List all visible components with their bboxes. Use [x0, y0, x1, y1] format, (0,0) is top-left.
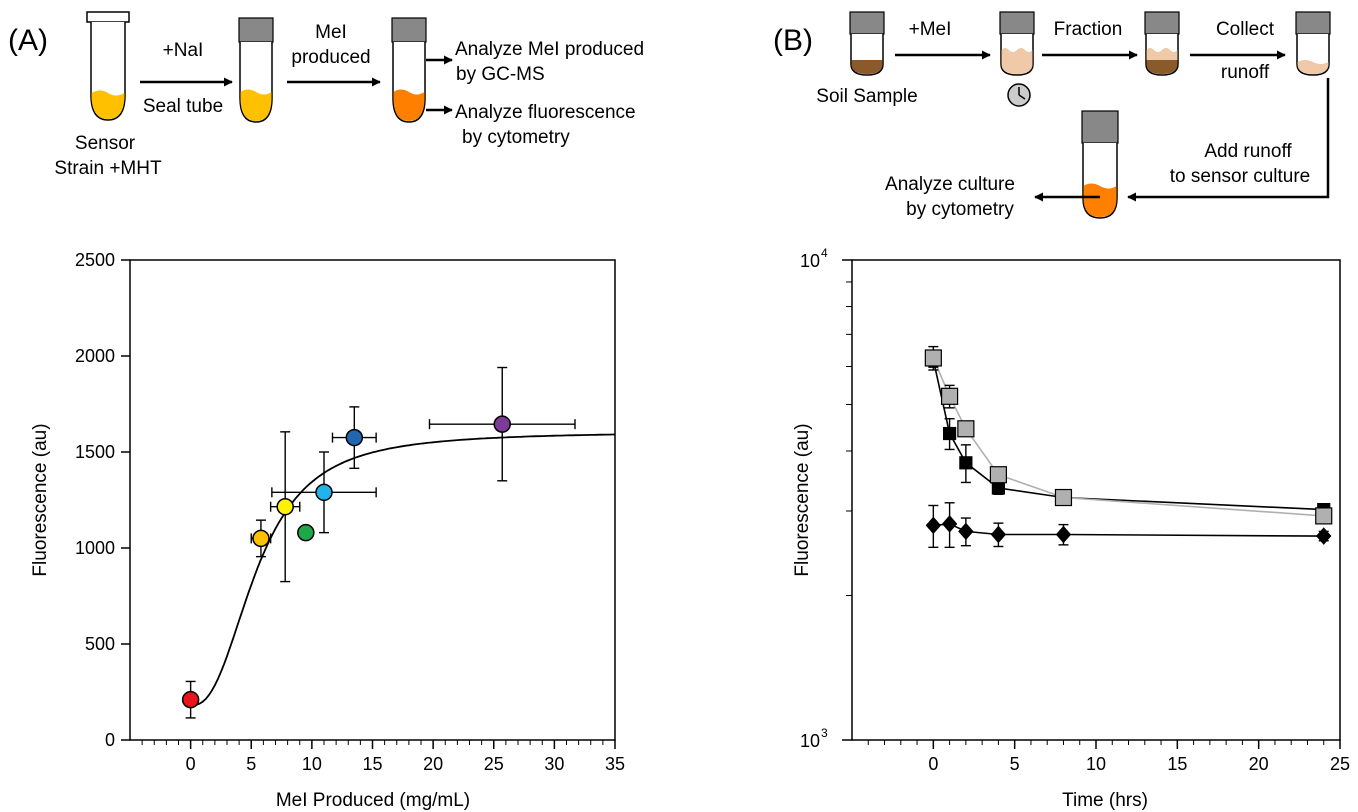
square-marker: [924, 349, 942, 367]
diamond-marker: [958, 522, 974, 541]
x-tick-label: 30: [544, 754, 564, 774]
diamond-marker: [990, 525, 1007, 544]
step1-label: +NaI: [163, 40, 204, 61]
data-point: [297, 523, 315, 542]
y-tick-label: 2000: [75, 346, 115, 366]
tube-sealed-orange: [391, 17, 427, 123]
out2-line1: Analyze fluorescence: [455, 102, 636, 123]
series-line: [932, 359, 1324, 511]
square-marker: [959, 456, 973, 470]
add-runoff-label-1: Add runoff: [1204, 141, 1292, 162]
x-tick-label: 25: [1330, 754, 1350, 774]
step1b-label: Seal tube: [143, 96, 223, 117]
square-marker: [1315, 507, 1333, 525]
square-marker: [940, 387, 959, 405]
data-point: [276, 497, 294, 516]
x-tick-label: 0: [928, 754, 938, 774]
tube-sealed-yellow: [238, 17, 274, 123]
square-marker: [989, 466, 1008, 484]
x-tick-label: 15: [362, 754, 382, 774]
step2-label-produced: produced: [291, 47, 370, 68]
x-tick-label: 35: [605, 754, 625, 774]
chart-mei-vs-fluorescence: 0 5 10 15 20 25 30 35 0 500 1000 1500 2000 2500 MeI P…: [30, 250, 625, 811]
add-mei-label: +MeI: [909, 19, 952, 40]
panel-label-b: (B): [773, 24, 813, 57]
fit-curve: [190, 433, 615, 707]
tube-soil-sample: [849, 11, 885, 76]
tube-runoff: [1295, 11, 1331, 76]
chart-a-xlabel: MeI Produced (mg/mL): [276, 790, 470, 811]
arrow-add-runoff: [1127, 78, 1330, 202]
y-tick-label: 2500: [75, 250, 115, 270]
fraction-label: Fraction: [1054, 19, 1123, 40]
y-tick-label: 500: [85, 634, 115, 654]
y-tick-label: 10: [800, 251, 820, 271]
data-point: [252, 529, 270, 548]
tube-sensor-strain: [86, 11, 130, 121]
step2-label-mei: MeI: [315, 22, 347, 43]
y-tick-label: 1000: [75, 538, 115, 558]
y-tick-label: 0: [105, 730, 115, 750]
diamond-marker: [941, 515, 958, 533]
x-tick-label: 20: [423, 754, 443, 774]
tube-sensor-culture: [1081, 110, 1119, 219]
out1-line1: Analyze MeI produced: [455, 39, 644, 60]
runoff-label: runoff: [1221, 62, 1270, 83]
x-tick-label: 10: [302, 754, 322, 774]
tube-soil-mei: [999, 11, 1035, 76]
out1-line2: by GC-MS: [456, 64, 545, 85]
data-point: [315, 483, 333, 502]
x-tick-label: 15: [1167, 754, 1187, 774]
start-label-strain: Strain +MHT: [54, 158, 162, 179]
chart-a-frame: [129, 259, 616, 741]
x-tick-label: 5: [1010, 754, 1020, 774]
x-tick-label: 20: [1249, 754, 1269, 774]
soil-sample-label: Soil Sample: [816, 86, 917, 107]
analyze-culture-label-1: Analyze culture: [885, 174, 1015, 195]
out2-line2: by cytometry: [462, 127, 570, 148]
x-tick-label: 25: [484, 754, 504, 774]
x-tick-label: 10: [1086, 754, 1106, 774]
tube-fractionated: [1144, 11, 1180, 76]
chart-b-ylabel: Fluorescence (au): [792, 423, 813, 576]
analyze-culture-label-2: by cytometry: [906, 199, 1014, 220]
x-tick-label: 5: [246, 754, 256, 774]
collect-label: Collect: [1216, 19, 1275, 40]
y-tick-exponent: 4: [821, 246, 828, 260]
y-tick-label: 10: [800, 731, 820, 751]
data-point: [181, 690, 200, 709]
chart-a-ylabel: Fluorescence (au): [30, 423, 51, 576]
clock-icon: [1007, 83, 1031, 107]
diamond-marker: [1055, 525, 1072, 544]
square-marker: [1054, 488, 1073, 507]
square-marker: [991, 481, 1006, 495]
square-marker: [957, 420, 975, 438]
y-tick-label: 1500: [75, 442, 115, 462]
data-point: [493, 415, 511, 433]
add-runoff-label-2: to sensor culture: [1170, 166, 1310, 187]
data-point: [345, 428, 364, 447]
y-tick-exponent: 3: [821, 726, 828, 740]
diamond-marker: [1316, 527, 1332, 545]
panel-label-a: (A): [8, 24, 48, 57]
square-marker: [942, 426, 957, 441]
chart-b-xlabel: Time (hrs): [1062, 790, 1148, 811]
diamond-marker: [925, 516, 941, 535]
start-label-sensor: Sensor: [75, 133, 136, 154]
x-tick-label: 0: [186, 754, 196, 774]
